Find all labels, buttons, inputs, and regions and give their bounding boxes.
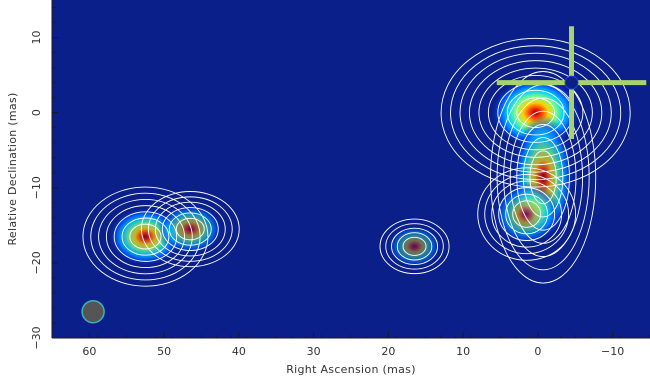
contour-ring [487,75,584,151]
axis-ticks: 60 50 40 30 20 10 0 −10 10 0 −10 −20 −30 [30,7,650,358]
cross-marker-center [564,75,579,90]
contour-ring [396,232,433,261]
y-tick-label: 10 [30,31,43,45]
x-tick-label: 40 [232,345,246,358]
y-tick-label: 0 [30,109,43,116]
x-tick-label: 10 [456,345,470,358]
contour-ring [477,167,577,261]
x-tick-label: 20 [381,345,395,358]
contour-ring [490,71,597,284]
contour-ring [516,123,570,231]
contour-ring [402,236,427,256]
y-tick-label: −10 [30,176,43,199]
contour-ring [505,193,549,235]
beam-ellipse [81,299,105,324]
contour-ring [459,52,612,173]
emission-component-4 [157,203,224,255]
contour-ring [129,223,162,250]
contour-ring [113,211,178,262]
contour-ring [503,97,584,258]
contour-ring [161,207,219,252]
contour-ring [168,212,212,246]
x-tick-label: 0 [534,345,541,358]
emission-component-2 [493,182,560,246]
contour-ring [391,227,439,265]
contour-ring [516,97,555,128]
contour-ring [450,45,622,181]
x-tick-label: −10 [601,345,624,358]
map-overlays [81,26,647,324]
contour-ring [506,89,565,136]
emission-component-5 [387,224,442,268]
contour-ring [484,173,570,255]
x-tick-label: 30 [307,345,321,358]
x-axis-title: Right Ascension (mas) [286,363,416,376]
y-axis-title: Relative Declination (mas) [6,92,19,245]
contour-ring [154,201,226,257]
contour-ring [140,191,240,268]
contour-ring [82,186,209,287]
contour-ring [385,223,444,270]
y-tick-label: −30 [30,326,43,349]
contour-ring [98,198,193,275]
contour-ring [379,218,450,275]
contour-ring [121,217,170,256]
y-tick-label: −20 [30,251,43,274]
contour-ring [175,217,205,241]
contour-ring [105,205,185,269]
contour-ring [147,196,233,262]
x-tick-label: 50 [157,345,171,358]
contour-ring [522,137,564,218]
contour-ring [468,60,603,166]
contour-ring [440,37,631,188]
contour-lines [82,37,631,287]
contour-ring [498,187,556,241]
contour-ring [478,67,593,158]
contour-ring [512,200,542,228]
contour-ring [491,180,563,248]
x-tick-label: 60 [82,345,96,358]
